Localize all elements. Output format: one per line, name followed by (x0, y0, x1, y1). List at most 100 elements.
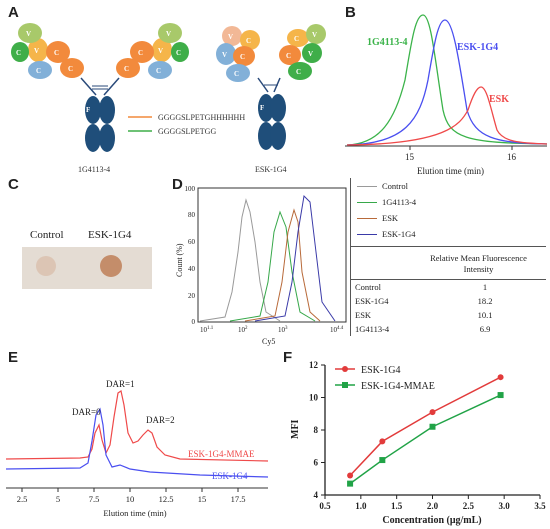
svg-text:C: C (246, 37, 251, 45)
panel-a: A (0, 0, 330, 180)
dot-control (36, 256, 56, 276)
panel-e-label: E (8, 349, 19, 366)
e-label-esk1g4: ESK-1G4 (212, 471, 248, 481)
e-xtick-2.5: 2.5 (17, 494, 28, 504)
legend-his-tag: GGGGSLPETGHHHHHH (158, 113, 245, 122)
f-series-line-0 (349, 376, 501, 477)
f-ytick-label: 8 (314, 425, 319, 435)
d-table-row: ESK-1G4 18.2 (355, 296, 493, 306)
antibody-left: V C V C C C V C V C C C F (11, 23, 189, 152)
d-ytick-100: 100 (185, 185, 196, 193)
dot-esk1g4 (100, 255, 122, 277)
f-series-line-1 (349, 394, 501, 485)
e-xtick-12.5: 12.5 (159, 494, 174, 504)
svg-text:V: V (26, 30, 31, 38)
mfi-line-chart: 0.5 1.0 1.5 2.0 2.5 3.0 3.5 4 6 8 10 12 MFI Concen… (290, 360, 546, 526)
f-xtick-label: 3.5 (534, 501, 546, 511)
d-xtick-1: 101.1 (200, 326, 214, 334)
b-xtick-16: 16 (507, 152, 517, 162)
d-xtick-2: 102 (238, 326, 248, 334)
f-xtick-label: 1.5 (391, 501, 403, 511)
panel-d-label: D (172, 176, 183, 193)
b-label-esk1g4: ESK-1G4 (457, 42, 498, 53)
e-peak-dar1: DAR=1 (106, 379, 135, 389)
panel-c: C Control ESK-1G4 (0, 172, 170, 342)
d-table-header: Relative Mean Fluorescence Intensity (430, 253, 527, 274)
e-xtick-7.5: 7.5 (89, 494, 100, 504)
svg-text:V: V (222, 51, 227, 59)
panel-b-label: B (345, 4, 356, 21)
d-hist-control (199, 198, 281, 322)
svg-text:V: V (228, 33, 233, 41)
d-ytick-40: 40 (188, 265, 196, 273)
svg-text:C: C (286, 52, 291, 60)
svg-text:C: C (36, 67, 41, 75)
d-ytick-80: 80 (188, 211, 196, 219)
f-xtick-label: 2.0 (427, 501, 439, 511)
f-data-point (497, 392, 504, 399)
panel-f-label: F (283, 349, 293, 366)
panel-b: B 15 16 Elution time (min) 1G4113-4 ESK-… (335, 0, 550, 180)
b-label-esk: ESK (489, 94, 509, 105)
d-ytick-60: 60 (188, 238, 196, 246)
f-ytick-label: 12 (309, 360, 319, 370)
e-xlabel: Elution time (min) (103, 508, 166, 518)
f-data-point (429, 423, 436, 430)
d-legend-esk: ESK (357, 210, 537, 226)
e-xtick-10: 10 (126, 494, 135, 504)
d-ylabel: Count (%) (175, 243, 184, 277)
d-legend: Control 1G4113-4 ESK ESK-1G4 (350, 178, 537, 246)
svg-text:C: C (294, 35, 299, 43)
svg-text:C: C (240, 53, 245, 61)
f-ylabel: MFI (290, 419, 301, 439)
svg-text:C: C (138, 49, 143, 57)
svg-text:F: F (86, 106, 90, 114)
f-ytick-label: 6 (314, 458, 319, 468)
c-lane-esk-label: ESK-1G4 (88, 229, 132, 241)
svg-text:V: V (34, 47, 39, 55)
svg-text:V: V (308, 50, 313, 58)
e-xtick-17.5: 17.5 (231, 494, 246, 504)
flow-histogram: 0 20 40 60 80 100 Count (%) 101.1 102 10… (175, 185, 347, 346)
svg-text:C: C (234, 70, 239, 78)
d-hist-1g4113 (229, 210, 316, 322)
f-legend: ESK-1G4 ESK-1G4-MMAE (335, 365, 435, 392)
f-xtick-label: 2.5 (463, 501, 475, 511)
e-peak-dar0: DAR=0 (72, 407, 101, 417)
b-series-esk1g4 (346, 19, 548, 146)
f-legend-mmae: ESK-1G4-MMAE (361, 381, 435, 392)
hic-chromatogram: 2.5 5 7.5 10 12.5 15 17.5 Elution time (… (5, 379, 269, 518)
f-data-point (379, 438, 386, 445)
d-table-row: ESK 10.1 (355, 310, 493, 320)
f-data-point (379, 457, 386, 464)
panel-d: D 0 20 40 60 80 100 Count (%) 101.1 102 … (170, 172, 550, 347)
d-ytick-0: 0 (192, 318, 196, 326)
d-legend-1g4113: 1G4113-4 (357, 194, 537, 210)
f-ytick-label: 10 (309, 393, 319, 403)
svg-text:V: V (166, 30, 171, 38)
svg-text:C: C (124, 65, 129, 73)
d-legend-control: Control (357, 178, 537, 194)
svg-text:C: C (176, 49, 181, 57)
svg-text:C: C (156, 67, 161, 75)
svg-text:C: C (296, 68, 301, 76)
f-data-point (497, 374, 504, 381)
panel-e: E 2.5 5 7.5 10 12.5 15 17.5 Elution time… (0, 345, 275, 529)
f-xtick-label: 3.0 (499, 501, 511, 511)
e-xtick-5: 5 (56, 494, 60, 504)
d-xlabel: Cy5 (262, 337, 275, 346)
panel-c-label: C (8, 176, 19, 193)
antibody-left-label: 1G4113-4 (78, 165, 110, 174)
d-hist-esk1g4 (254, 194, 336, 322)
f-data-point (347, 472, 354, 479)
svg-text:C: C (54, 49, 59, 57)
b-series-1g4113 (346, 14, 548, 146)
e-series-esk1g4 (5, 407, 269, 478)
panel-f: F 0.5 1.0 1.5 2.0 2.5 3.0 3.5 4 6 8 10 12 MFI Conc… (275, 345, 550, 529)
b-series-esk (346, 86, 548, 146)
d-ytick-20: 20 (188, 292, 196, 300)
svg-text:V: V (312, 31, 317, 39)
panel-a-label: A (8, 4, 19, 21)
